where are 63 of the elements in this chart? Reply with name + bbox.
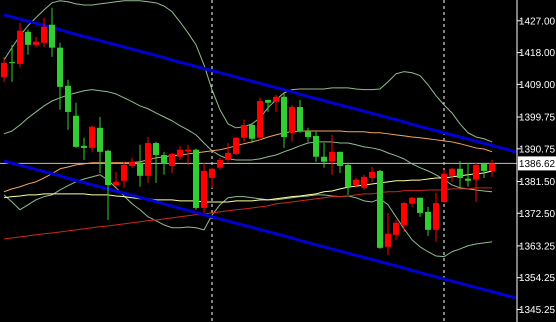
candlestick — [169, 152, 175, 174]
candlestick — [1, 56, 7, 82]
candlestick — [313, 131, 319, 162]
line-series — [4, 174, 492, 258]
candlestick — [401, 201, 407, 232]
candlestick — [393, 219, 399, 240]
candlestick — [161, 151, 167, 176]
candlestick — [353, 177, 359, 188]
candlestick — [273, 94, 279, 112]
candlestick — [249, 122, 255, 144]
line-series — [2, 13, 518, 154]
y-tick-label: 1345.25 — [518, 304, 556, 316]
line-series — [4, 187, 492, 240]
candlestick — [137, 144, 143, 188]
y-tick-label: 1427.00 — [518, 16, 556, 28]
y-tick-label: 1354.25 — [518, 273, 556, 284]
candlestick — [81, 137, 87, 160]
y-tick-label: 1372.50 — [518, 208, 556, 220]
candlestick — [489, 159, 495, 178]
candlestick — [41, 18, 47, 48]
candlestick — [25, 29, 31, 56]
y-tick-label: 1381.50 — [518, 176, 556, 188]
y-tick-label: 1399.75 — [518, 112, 556, 124]
y-tick-label: 1363.25 — [518, 241, 556, 252]
candlestick — [457, 160, 463, 188]
candlestick — [113, 171, 119, 188]
candlestick — [49, 7, 55, 58]
candlestick — [425, 206, 431, 236]
candlestick — [345, 162, 351, 196]
line-series — [4, 89, 492, 192]
line-series — [4, 0, 492, 142]
candlestick — [305, 127, 311, 142]
candlestick — [89, 125, 95, 152]
candlestick — [217, 157, 223, 170]
candlestick — [337, 151, 343, 174]
candlestick — [129, 157, 135, 168]
candlestick — [321, 142, 327, 168]
candlestick — [153, 141, 159, 184]
candlestick — [417, 197, 423, 218]
y-tick-label: 1418.00 — [518, 48, 556, 60]
candlestick — [9, 44, 15, 82]
candlestick — [385, 212, 391, 256]
candlestick — [209, 167, 215, 188]
candlestick — [409, 196, 415, 208]
candlestick — [449, 167, 455, 182]
candlestick — [185, 144, 191, 166]
candlestick — [225, 142, 231, 162]
candlestick — [177, 145, 183, 160]
candlestick — [481, 162, 487, 178]
line-series — [2, 160, 518, 300]
y-tick-label: 1409.00 — [518, 80, 556, 91]
candlestick — [241, 119, 247, 142]
candlestick — [121, 161, 127, 188]
ref-line-label: 1386.62 — [518, 158, 556, 170]
candlestick — [329, 134, 335, 176]
y-tick-label: 1390.75 — [518, 144, 556, 156]
candlestick — [465, 162, 471, 188]
candlestick — [33, 36, 39, 48]
line-series — [4, 130, 492, 192]
candlestick — [369, 166, 375, 182]
candlestick — [233, 136, 239, 156]
candlestick — [473, 162, 479, 202]
candlestick — [361, 174, 367, 190]
